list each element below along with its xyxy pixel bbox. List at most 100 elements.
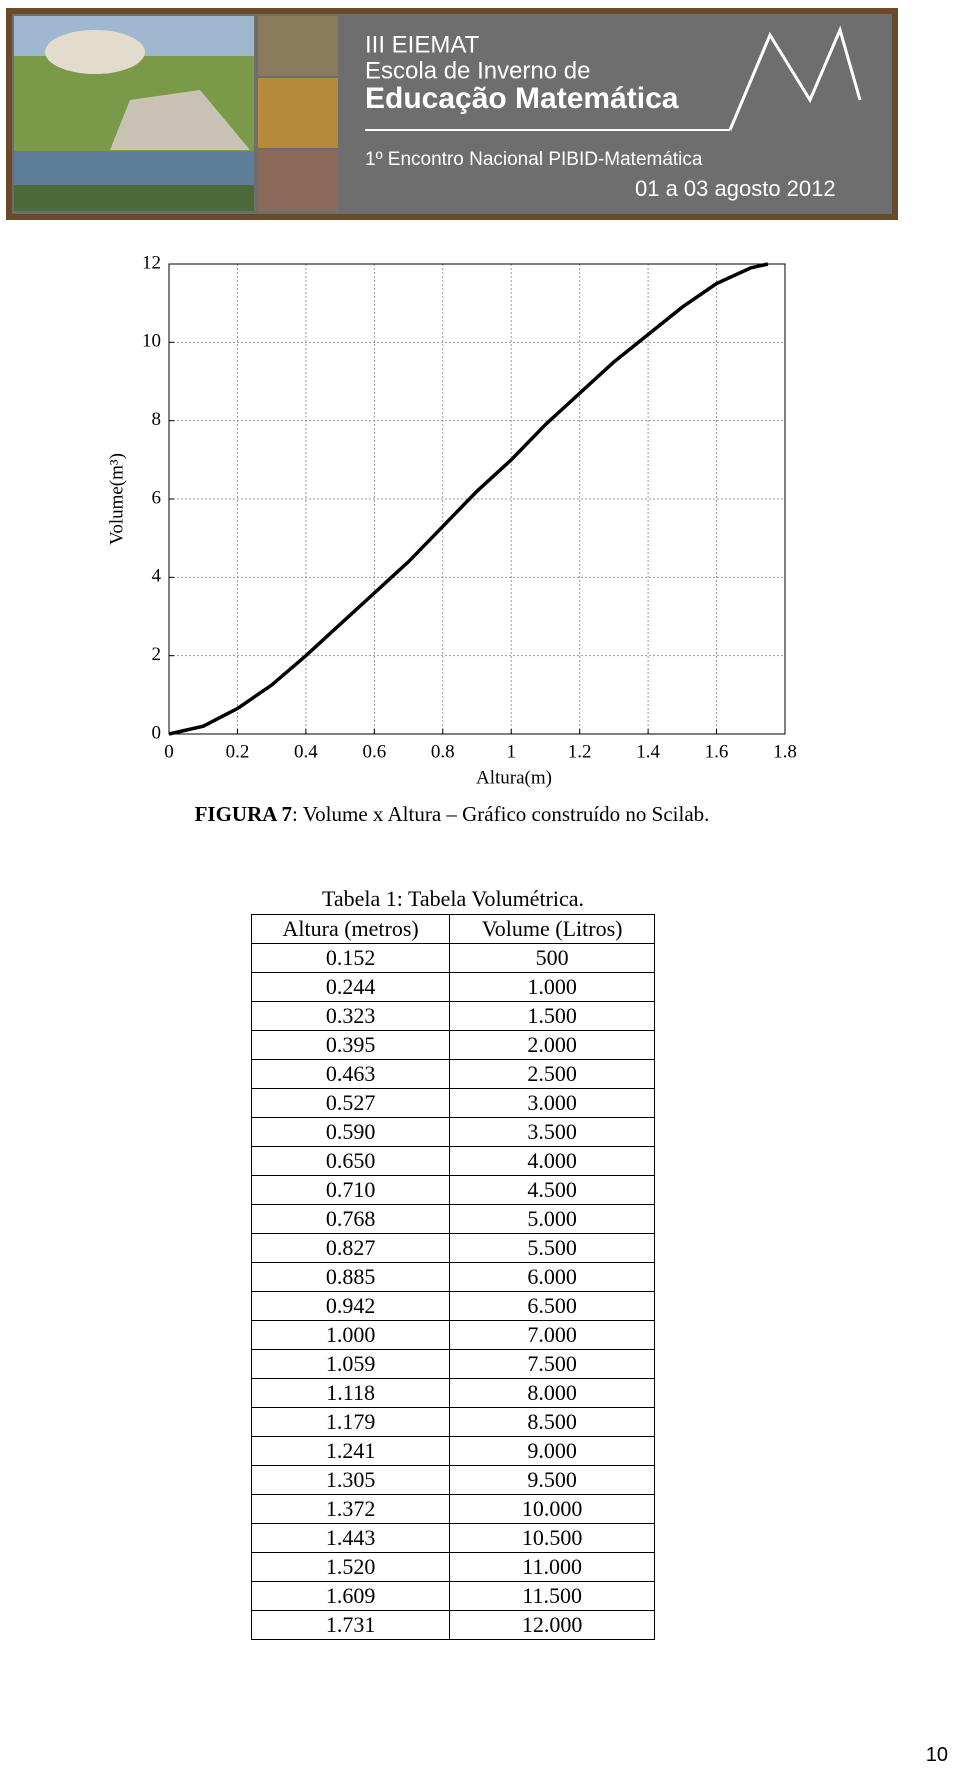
x-tick-label: 0.6	[362, 741, 386, 762]
table-cell: 3.000	[449, 1088, 655, 1118]
table-cell: 0.323	[250, 1001, 451, 1031]
table-cell: 0.590	[250, 1117, 451, 1147]
table-cell: 5.500	[449, 1233, 655, 1263]
table-cell: 1.000	[250, 1320, 451, 1350]
banner-text: Escola de Inverno de	[365, 57, 590, 84]
y-axis-label: Volume(m³)	[106, 453, 127, 545]
table-row: 1.731 12.000	[250, 1610, 655, 1640]
y-tick-label: 6	[152, 487, 162, 508]
table-cell: 1.731	[250, 1610, 451, 1640]
table-row: 0.395 2.000	[250, 1030, 655, 1060]
banner-text: Educação Matemática	[365, 82, 679, 115]
y-tick-label: 2	[152, 644, 162, 665]
table-row: 0.152 500	[250, 943, 655, 973]
table-cell: 1.520	[250, 1552, 451, 1582]
table-cell: 10.000	[449, 1494, 655, 1524]
table-row: 0.710 4.500	[250, 1175, 655, 1205]
table-cell: 7.500	[449, 1349, 655, 1379]
table-caption: Tabela 1: Tabela Volumétrica.	[321, 886, 585, 911]
photo	[258, 150, 338, 211]
table-row: 0.527 3.000	[250, 1088, 655, 1118]
table-cell: 1.059	[250, 1349, 451, 1379]
table-cell: 0.942	[250, 1291, 451, 1321]
table-row: 1.305 9.500	[250, 1465, 655, 1495]
banner-text: III EIEMAT	[365, 31, 480, 58]
table-row: 0.244 1.000	[250, 972, 655, 1002]
table-row: 0.590 3.500	[250, 1117, 655, 1147]
table-cell: 1.609	[250, 1581, 451, 1611]
table-row: 1.609 11.500	[250, 1581, 655, 1611]
table-row: 1.520 11.000	[250, 1552, 655, 1582]
x-tick-label: 1.4	[636, 741, 660, 762]
banner-text: 01 a 03 agosto 2012	[635, 176, 836, 201]
table-cell: 11.000	[449, 1552, 655, 1582]
table-cell: 0.463	[250, 1059, 451, 1089]
table-row: 1.241 9.000	[250, 1436, 655, 1466]
table-cell: 1.000	[449, 972, 655, 1002]
x-tick-label: 1	[506, 741, 516, 762]
y-tick-label: 0	[152, 722, 162, 743]
table-cell: 0.827	[250, 1233, 451, 1263]
table-cell: 0.885	[250, 1262, 451, 1292]
table-cell: 1.372	[250, 1494, 451, 1524]
table-cell: 12.000	[449, 1610, 655, 1640]
table-cell: 11.500	[449, 1581, 655, 1611]
caption-label: FIGURA 7	[194, 802, 292, 826]
table-cell: 0.768	[250, 1204, 451, 1234]
table-row: 1.000 7.000	[250, 1320, 655, 1350]
table-cell: 8.500	[449, 1407, 655, 1437]
table-cell: 6.000	[449, 1262, 655, 1292]
table-row: 0.650 4.000	[250, 1146, 655, 1176]
table-cell: 1.500	[449, 1001, 655, 1031]
x-tick-label: 0.2	[226, 741, 250, 762]
x-tick-label: 1.2	[568, 741, 592, 762]
table-cell: 1.118	[250, 1378, 451, 1408]
x-axis-label: Altura(m)	[476, 767, 552, 788]
page-number: 10	[925, 1744, 948, 1766]
table-row: 1.443 10.500	[250, 1523, 655, 1553]
table-row: 0.323 1.500	[250, 1001, 655, 1031]
chart: Altura(m) Volume(m³) 0 0.2 0.4 0.6 0.8 1 1.2 1.…	[106, 252, 797, 788]
table-cell: 3.500	[449, 1117, 655, 1147]
table-row: 0.463 2.500	[250, 1059, 655, 1089]
header-cell: Altura (metros)	[250, 914, 451, 944]
table-row: 1.179 8.500	[250, 1407, 655, 1437]
x-tick-label: 0	[164, 741, 174, 762]
x-tick-label: 0.4	[294, 741, 318, 762]
banner: III EIEMAT Escola de Inverno de Educação…	[6, 8, 898, 220]
x-tick-label: 1.6	[705, 741, 729, 762]
table-row: 0.885 6.000	[250, 1262, 655, 1292]
x-tick-label: 0.8	[431, 741, 455, 762]
table-cell: 0.152	[250, 943, 451, 973]
y-tick-label: 10	[142, 331, 161, 352]
y-tick-label: 12	[142, 252, 161, 273]
table-cell: 2.500	[449, 1059, 655, 1089]
photo	[14, 185, 254, 211]
logo-mountain	[728, 25, 862, 131]
photo-plaza	[110, 90, 250, 150]
page-graphics: III EIEMAT Escola de Inverno de Educação…	[6, 8, 898, 788]
table-cell: 1.179	[250, 1407, 451, 1437]
table-row: 0.942 6.500	[250, 1291, 655, 1321]
table-row: 1.372 10.000	[250, 1494, 655, 1524]
table-cell: 0.710	[250, 1175, 451, 1205]
y-tick-label: 4	[152, 566, 162, 587]
table-cell: 2.000	[449, 1030, 655, 1060]
table-cell: 9.500	[449, 1465, 655, 1495]
table-cell: 1.305	[250, 1465, 451, 1495]
banner-text: 1º Encontro Nacional PIBID-Matemática	[365, 149, 703, 170]
table: Altura (metros) Volume (Litros) 0.152 500…	[250, 914, 655, 1640]
table-cell: 9.000	[449, 1436, 655, 1466]
table-cell: 4.500	[449, 1175, 655, 1205]
table-row: 1.118 8.000	[250, 1378, 655, 1408]
table-cell: 7.000	[449, 1320, 655, 1350]
x-tick-label: 1.8	[773, 741, 797, 762]
header-cell: Volume (Litros)	[449, 914, 655, 944]
photo	[258, 78, 338, 148]
table-cell: 1.241	[250, 1436, 451, 1466]
table-row: 0.768 5.000	[250, 1204, 655, 1234]
table-cell: 10.500	[449, 1523, 655, 1553]
figure-caption: FIGURA 7: Volume x Altura – Gráfico cons…	[0, 802, 904, 827]
table-cell: 0.244	[250, 972, 451, 1002]
photo-dome	[45, 30, 145, 74]
